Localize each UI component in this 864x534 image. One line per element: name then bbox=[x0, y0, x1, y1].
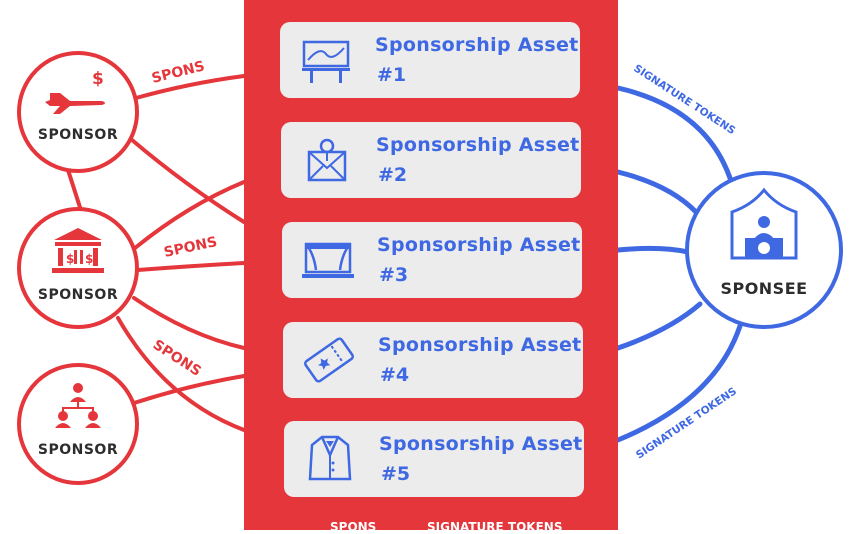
asset-number: #4 bbox=[380, 364, 410, 386]
svg-text:$: $ bbox=[92, 69, 104, 89]
svg-text:$: $ bbox=[66, 252, 74, 266]
asset-title: Sponsorship Asset bbox=[377, 234, 581, 256]
footer-signature-tokens-label: SIGNATURE TOKENS bbox=[427, 520, 563, 534]
asset-title: Sponsorship Asset bbox=[378, 334, 582, 356]
suit-jacket-icon bbox=[308, 435, 352, 481]
sponsor-node-3 bbox=[17, 363, 139, 485]
asset-card-1: Sponsorship Asset #1 bbox=[280, 22, 580, 98]
edge-asset4-sponsee bbox=[615, 301, 703, 351]
edge-sponsor1-asset1 bbox=[134, 74, 246, 100]
booth-person-icon bbox=[730, 187, 798, 260]
asset-number: #3 bbox=[379, 264, 409, 286]
ticket-icon bbox=[304, 337, 354, 383]
sponsor-label-1: SPONSOR bbox=[37, 127, 119, 143]
asset-card-2: Sponsorship Asset #2 bbox=[281, 122, 581, 198]
edge-asset3-sponsee bbox=[615, 245, 691, 255]
asset-title: Sponsorship Asset bbox=[379, 433, 583, 455]
edge-sponsor1-asset3 bbox=[130, 138, 246, 224]
footer-spons-label: SPONS bbox=[330, 520, 377, 534]
edge-sponsor3-asset4 bbox=[132, 374, 246, 405]
asset-card-4: Sponsorship Asset #4 bbox=[283, 322, 583, 398]
edge-sponsor2-asset3 bbox=[136, 261, 246, 272]
edge-asset1-sponsee bbox=[615, 85, 733, 181]
asset-title: Sponsorship Asset bbox=[376, 134, 580, 156]
sponsor-node-2: $ $ bbox=[17, 207, 139, 329]
signature-tokens-label-top: SIGNATURE TOKENS bbox=[631, 62, 737, 137]
edge-asset5-sponsee bbox=[615, 323, 743, 443]
org-chart-icon bbox=[55, 383, 101, 428]
billboard-icon bbox=[302, 40, 350, 83]
svg-text:$: $ bbox=[85, 252, 93, 266]
sponsee-node bbox=[685, 171, 843, 329]
asset-card-5: Sponsorship Asset #5 bbox=[284, 421, 584, 497]
envelope-icon bbox=[307, 138, 347, 182]
edge-sponsor2-asset4 bbox=[132, 296, 246, 350]
spons-label-2: SPONS bbox=[163, 234, 219, 261]
airplane-money-icon: $ bbox=[45, 69, 105, 114]
sponsor-node-1: $ bbox=[17, 51, 139, 173]
sponsor-label-2: SPONSOR bbox=[37, 287, 119, 303]
asset-number: #1 bbox=[377, 64, 407, 86]
edge-asset2-sponsee bbox=[615, 169, 699, 215]
asset-card-3: Sponsorship Asset #3 bbox=[282, 222, 582, 298]
edge-sponsor2-asset5 bbox=[116, 316, 246, 432]
sponsee-edges bbox=[615, 85, 743, 443]
asset-title: Sponsorship Asset bbox=[375, 34, 579, 56]
sponsor-edges bbox=[66, 74, 246, 432]
stage-icon bbox=[302, 242, 354, 278]
sponsee-label: SPONSEE bbox=[720, 279, 808, 298]
asset-number: #2 bbox=[378, 164, 408, 186]
sponsor-label-3: SPONSOR bbox=[37, 442, 119, 458]
edge-sponsor2-asset2 bbox=[133, 180, 246, 250]
asset-number: #5 bbox=[381, 463, 411, 485]
bank-icon: $ $ bbox=[52, 228, 104, 273]
